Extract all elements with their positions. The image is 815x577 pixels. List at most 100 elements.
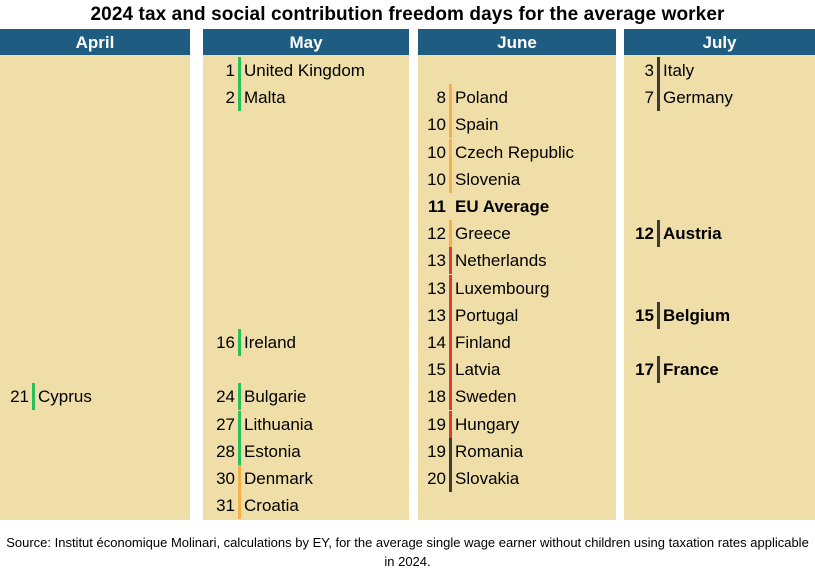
marker-bar	[449, 247, 452, 275]
marker-bar	[449, 383, 452, 411]
entry-row: 10 Czech Republic	[426, 138, 606, 166]
entry-row: 10 Slovenia	[426, 165, 606, 193]
country-label: Sweden	[455, 387, 517, 407]
entry-row: 13 Portugal	[426, 301, 606, 329]
marker-bar	[657, 356, 660, 384]
country-label: Germany	[663, 88, 733, 108]
day-label: 16	[216, 333, 235, 352]
day-label: 30	[216, 469, 235, 488]
day-label: 28	[216, 441, 235, 461]
month-header: June	[418, 29, 616, 55]
entry-row: 3 Italy	[634, 57, 814, 84]
day-label: 15	[635, 305, 654, 325]
marker-bar	[449, 301, 452, 329]
country-label: Romania	[455, 441, 524, 461]
day-label: 20	[427, 469, 446, 488]
marker-bar	[449, 465, 452, 492]
country-label: Croatia	[244, 496, 299, 516]
country-label: Italy	[663, 61, 695, 80]
marker-bar	[238, 383, 241, 411]
country-label: Slovenia	[455, 169, 521, 189]
day-label: 13	[427, 278, 446, 298]
marker-bar	[657, 220, 660, 248]
country-label: Estonia	[244, 441, 301, 461]
day-label: 11	[428, 197, 446, 216]
country-label: Finland	[455, 333, 511, 352]
country-label: Ireland	[244, 333, 296, 352]
month-header: April	[0, 29, 190, 55]
marker-bar	[449, 165, 452, 193]
source-note: Source: Institut économique Molinari, ca…	[6, 535, 809, 569]
day-label: 10	[427, 142, 446, 162]
country-label: Portugal	[455, 305, 519, 325]
country-label: Cyprus	[38, 387, 92, 407]
entry-row: 15 Belgium	[634, 301, 814, 329]
marker-bar	[32, 383, 35, 411]
country-label: Bulgarie	[244, 387, 307, 407]
country-label: Czech Republic	[455, 142, 575, 162]
marker-bar	[238, 329, 241, 356]
marker-bar	[238, 84, 241, 112]
day-label: 2	[225, 88, 235, 108]
country-label: Poland	[455, 88, 508, 108]
marker-bar	[449, 138, 452, 166]
country-label: Greece	[455, 224, 511, 244]
entry-row: 10 Spain	[426, 111, 606, 139]
marker-bar	[657, 84, 660, 112]
entry-row: 11 EU Average	[426, 193, 606, 220]
marker-bar	[449, 410, 452, 438]
entry-row: 7 Germany	[634, 84, 814, 112]
day-label: 15	[427, 360, 446, 380]
marker-bar	[449, 220, 452, 248]
day-label: 17	[635, 360, 654, 380]
entry-row: 12 Greece	[426, 220, 606, 248]
entry-row: 19 Romania	[426, 437, 606, 465]
marker-bar	[449, 329, 452, 356]
country-label: Luxembourg	[455, 278, 550, 298]
country-label: Austria	[663, 224, 722, 244]
country-label: Hungary	[455, 414, 520, 434]
month-column-may: May 1 United Kingdom 2 Malta 16 Ireland 24 Bulg…	[203, 29, 409, 520]
marker-bar	[657, 57, 660, 84]
entry-row: 2 Malta	[215, 84, 395, 112]
country-label: Netherlands	[455, 251, 547, 271]
chart-title: 2024 tax and social contribution freedom…	[90, 4, 725, 25]
country-label: Slovakia	[455, 469, 520, 488]
marker-bar	[449, 356, 452, 384]
entry-row: 13 Netherlands	[426, 247, 606, 275]
day-label: 12	[427, 224, 446, 244]
day-label: 3	[644, 61, 654, 80]
entry-row: 30 Denmark	[215, 465, 395, 492]
day-label: 12	[635, 224, 654, 244]
entry-row: 27 Lithuania	[215, 410, 395, 438]
entry-row: 19 Hungary	[426, 410, 606, 438]
entry-row: 24 Bulgarie	[215, 383, 395, 411]
country-label: Lithuania	[244, 414, 314, 434]
entry-row: 1 United Kingdom	[215, 57, 395, 84]
day-label: 10	[427, 169, 446, 189]
marker-bar	[449, 193, 452, 220]
marker-bar	[238, 437, 241, 465]
marker-bar	[449, 111, 452, 139]
entry-row: 16 Ireland	[215, 329, 395, 356]
marker-bar	[657, 301, 660, 329]
country-label: EU Average	[455, 197, 550, 216]
day-label: 19	[427, 414, 446, 434]
day-label: 1	[225, 61, 235, 80]
marker-bar	[449, 274, 452, 302]
marker-bar	[449, 437, 452, 465]
entry-row: 13 Luxembourg	[426, 274, 606, 302]
marker-bar	[449, 84, 452, 112]
day-label: 31	[216, 496, 235, 516]
entry-row: 18 Sweden	[426, 383, 606, 411]
day-label: 27	[216, 414, 235, 434]
day-label: 13	[427, 305, 446, 325]
country-label: Belgium	[663, 305, 731, 325]
day-label: 10	[427, 115, 446, 135]
day-label: 7	[644, 88, 654, 108]
country-label: Denmark	[244, 469, 313, 488]
entry-row: 15 Latvia	[426, 356, 606, 384]
month-column-june: June 8 Poland 10 Spain 10 Czech Republic 10 Slo…	[418, 29, 616, 520]
entry-row: 21 Cyprus	[9, 383, 189, 411]
country-label: Spain	[455, 115, 499, 135]
